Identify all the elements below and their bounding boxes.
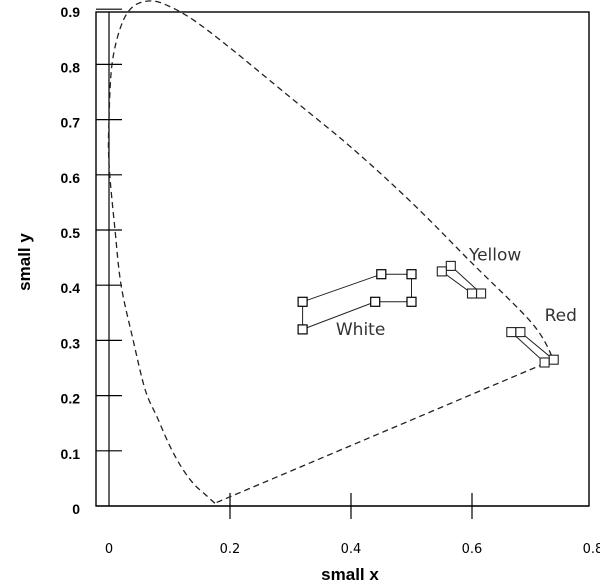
y-tick-label: 0.3 — [61, 335, 81, 351]
y-tick-label: 0.7 — [61, 115, 81, 131]
yellow-point — [436, 266, 447, 277]
tick-labels: 0 0.1 0.2 0.3 0.4 0.5 0.6 0.7 0.8 0.9 0 0.2 0.4 0.6 0.… — [61, 4, 600, 557]
x-axis-title: small x — [321, 565, 379, 584]
yellow-point — [476, 288, 487, 299]
red-point — [515, 327, 526, 338]
x-tick-label: 0.6 — [462, 542, 483, 557]
white-point — [376, 269, 387, 280]
x-tick-label: 0 — [105, 542, 113, 557]
x-tick-label: 0.4 — [341, 542, 362, 557]
yellow-point — [466, 288, 478, 299]
y-tick-label: 0.6 — [61, 170, 81, 186]
x-tick-label: 0.2 — [220, 542, 241, 557]
markers — [297, 260, 559, 368]
white-point — [406, 296, 417, 307]
x-tick-label: 0.8 — [583, 542, 600, 557]
purple-line — [214, 359, 554, 504]
annotation-yellow: Yellow — [468, 245, 521, 265]
y-tick-label: 0.4 — [61, 280, 81, 296]
annotation-red: Red — [545, 306, 577, 326]
white-point — [406, 269, 417, 280]
yellow-point — [445, 260, 456, 271]
annotations: White Yellow Red — [336, 245, 577, 340]
red-point — [548, 354, 559, 365]
red-point — [506, 327, 517, 338]
y-tick-label: 0 — [72, 501, 80, 517]
y-tick-label: 0.5 — [61, 225, 81, 241]
y-tick-label: 0.1 — [61, 446, 81, 462]
spectral-locus — [107, 0, 555, 504]
white-point — [297, 296, 308, 307]
y-tick-label: 0.9 — [61, 4, 81, 20]
y-tick-label: 0.8 — [61, 59, 81, 75]
red-point — [539, 357, 550, 368]
annotation-white: White — [336, 320, 385, 340]
white-point — [370, 296, 381, 307]
white-point — [297, 324, 308, 335]
y-tick-label: 0.2 — [61, 391, 81, 407]
y-axis-title: small y — [15, 233, 34, 291]
